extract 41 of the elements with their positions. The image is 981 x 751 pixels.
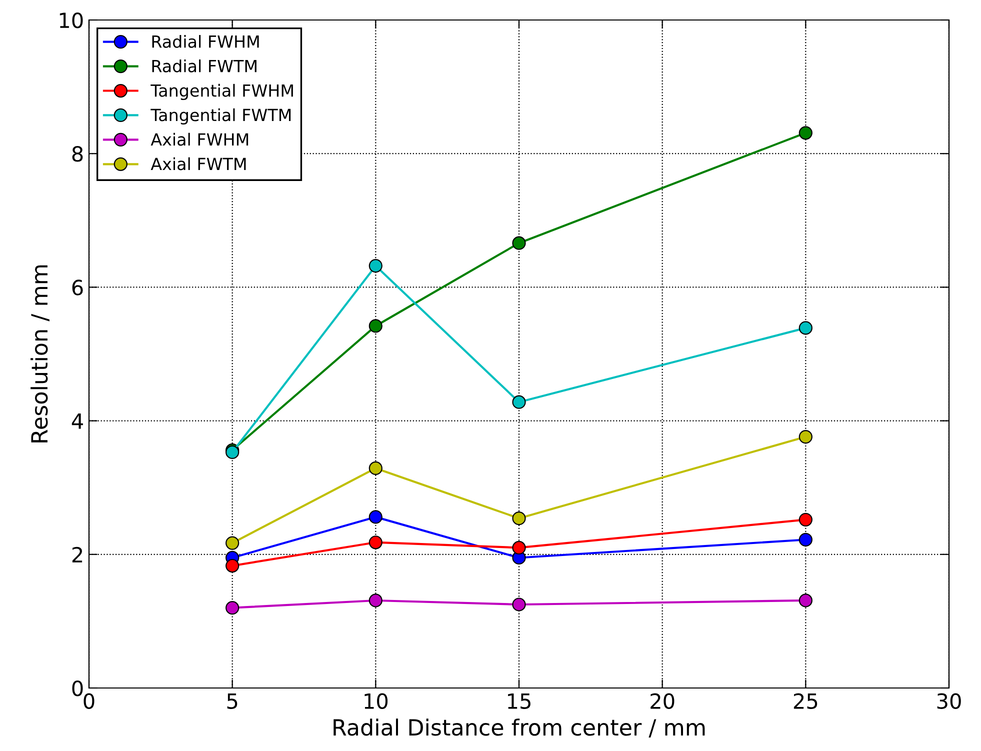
point: [512, 512, 526, 526]
point: [798, 126, 812, 140]
point: [368, 259, 382, 273]
legend-label: Tangential FWHM: [150, 84, 293, 100]
point: [226, 536, 240, 550]
point: [798, 321, 812, 335]
point: [226, 601, 240, 615]
x-tick-label: 30: [937, 693, 961, 709]
y-tick-label: 10: [60, 12, 83, 28]
point: [798, 594, 812, 608]
point: [368, 536, 382, 550]
x-tick-label: 15: [508, 694, 530, 709]
point: [368, 319, 382, 333]
point: [798, 430, 812, 444]
point: [798, 512, 812, 526]
point: [226, 558, 240, 573]
y-tick-label: 0: [72, 680, 83, 696]
x-tick-label: 20: [650, 693, 674, 709]
legend-label: Axial FWHM: [150, 132, 248, 146]
point: [368, 461, 382, 476]
legend-label: Radial FWTM: [152, 59, 256, 72]
legend-label: Radial FWHM: [152, 35, 259, 48]
x-tick-label: 5: [227, 694, 238, 709]
x-tick-label: 10: [364, 693, 388, 709]
x-tick-label: 0: [84, 693, 94, 709]
point: [798, 532, 812, 547]
legend-label: Axial FWTM: [150, 157, 246, 170]
y-tick-label: 8: [72, 146, 83, 162]
point: [512, 236, 526, 250]
legend-label: Tangential FWTM: [150, 108, 291, 125]
point: [512, 540, 526, 555]
y-tick-label: 4: [72, 414, 83, 429]
x-axis-title: Radial Distance from center / mm: [334, 718, 705, 738]
point: [512, 395, 526, 409]
y-axis-title: Resolution / mm: [30, 265, 50, 442]
point: [368, 594, 382, 608]
y-tick-label: 6: [72, 280, 83, 296]
x-tick-label: 25: [794, 693, 818, 709]
y-tick-label: 2: [72, 546, 82, 562]
point: [368, 510, 382, 524]
point: [512, 598, 526, 612]
